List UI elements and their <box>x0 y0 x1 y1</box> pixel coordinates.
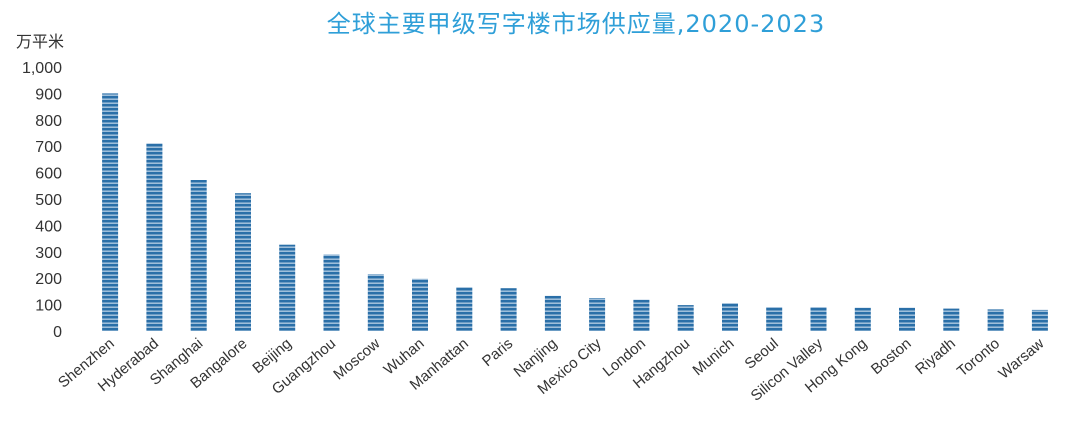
x-tick-label: Toronto <box>954 335 1003 380</box>
x-tick-label: Riyadh <box>912 335 959 378</box>
x-tick-label: Paris <box>479 335 516 370</box>
y-tick-label: 600 <box>35 166 62 183</box>
x-tick-label: Boston <box>868 335 915 378</box>
x-tick-label: Munich <box>690 335 738 379</box>
bar-warsaw <box>1031 309 1048 331</box>
bar-moscow <box>367 274 384 331</box>
bar-hong-kong <box>854 307 871 331</box>
y-axis-ticks: 0 100 200 300 400 500 600 700 800 900 1,000 <box>22 60 62 341</box>
y-tick-label: 700 <box>35 139 62 156</box>
y-tick-label: 1,000 <box>22 60 62 77</box>
bar-boston <box>899 307 915 331</box>
y-tick-label: 500 <box>35 192 62 209</box>
bar-beijing <box>279 244 296 331</box>
x-tick-label: Warsaw <box>995 335 1047 383</box>
bar-guangzhou <box>323 254 340 331</box>
bar-hyderabad <box>146 143 163 331</box>
bar-wuhan <box>412 278 428 331</box>
y-tick-label: 400 <box>35 218 62 235</box>
x-axis-ticks: ShenzhenHyderabadShanghaiBangaloreBeijin… <box>55 335 1048 405</box>
bar-manhattan <box>456 287 473 331</box>
bar-nanjing <box>544 295 561 331</box>
bar-london <box>633 299 650 331</box>
bar-hangzhou <box>677 305 694 331</box>
y-axis-unit-label: 万平米 <box>16 32 64 51</box>
x-tick-label: Moscow <box>330 335 383 383</box>
bar-bangalore <box>235 193 251 331</box>
y-tick-label: 200 <box>35 271 62 288</box>
y-tick-label: 100 <box>35 298 62 315</box>
bar-munich <box>722 303 738 331</box>
bars-group <box>102 93 1048 332</box>
bar-paris <box>500 288 517 331</box>
y-tick-label: 300 <box>35 245 62 262</box>
bar-silicon-valley <box>810 307 827 331</box>
bar-shenzhen <box>102 93 119 332</box>
chart-title: 全球主要甲级写字楼市场供应量,2020-2023 <box>327 10 825 38</box>
y-tick-label: 0 <box>53 324 62 341</box>
y-tick-label: 900 <box>35 86 62 103</box>
bar-toronto <box>987 309 1004 331</box>
bar-riyadh <box>943 308 960 331</box>
bar-shanghai <box>190 180 207 331</box>
y-tick-label: 800 <box>35 113 62 130</box>
bar-mexico-city <box>589 298 606 331</box>
bar-seoul <box>766 307 783 331</box>
